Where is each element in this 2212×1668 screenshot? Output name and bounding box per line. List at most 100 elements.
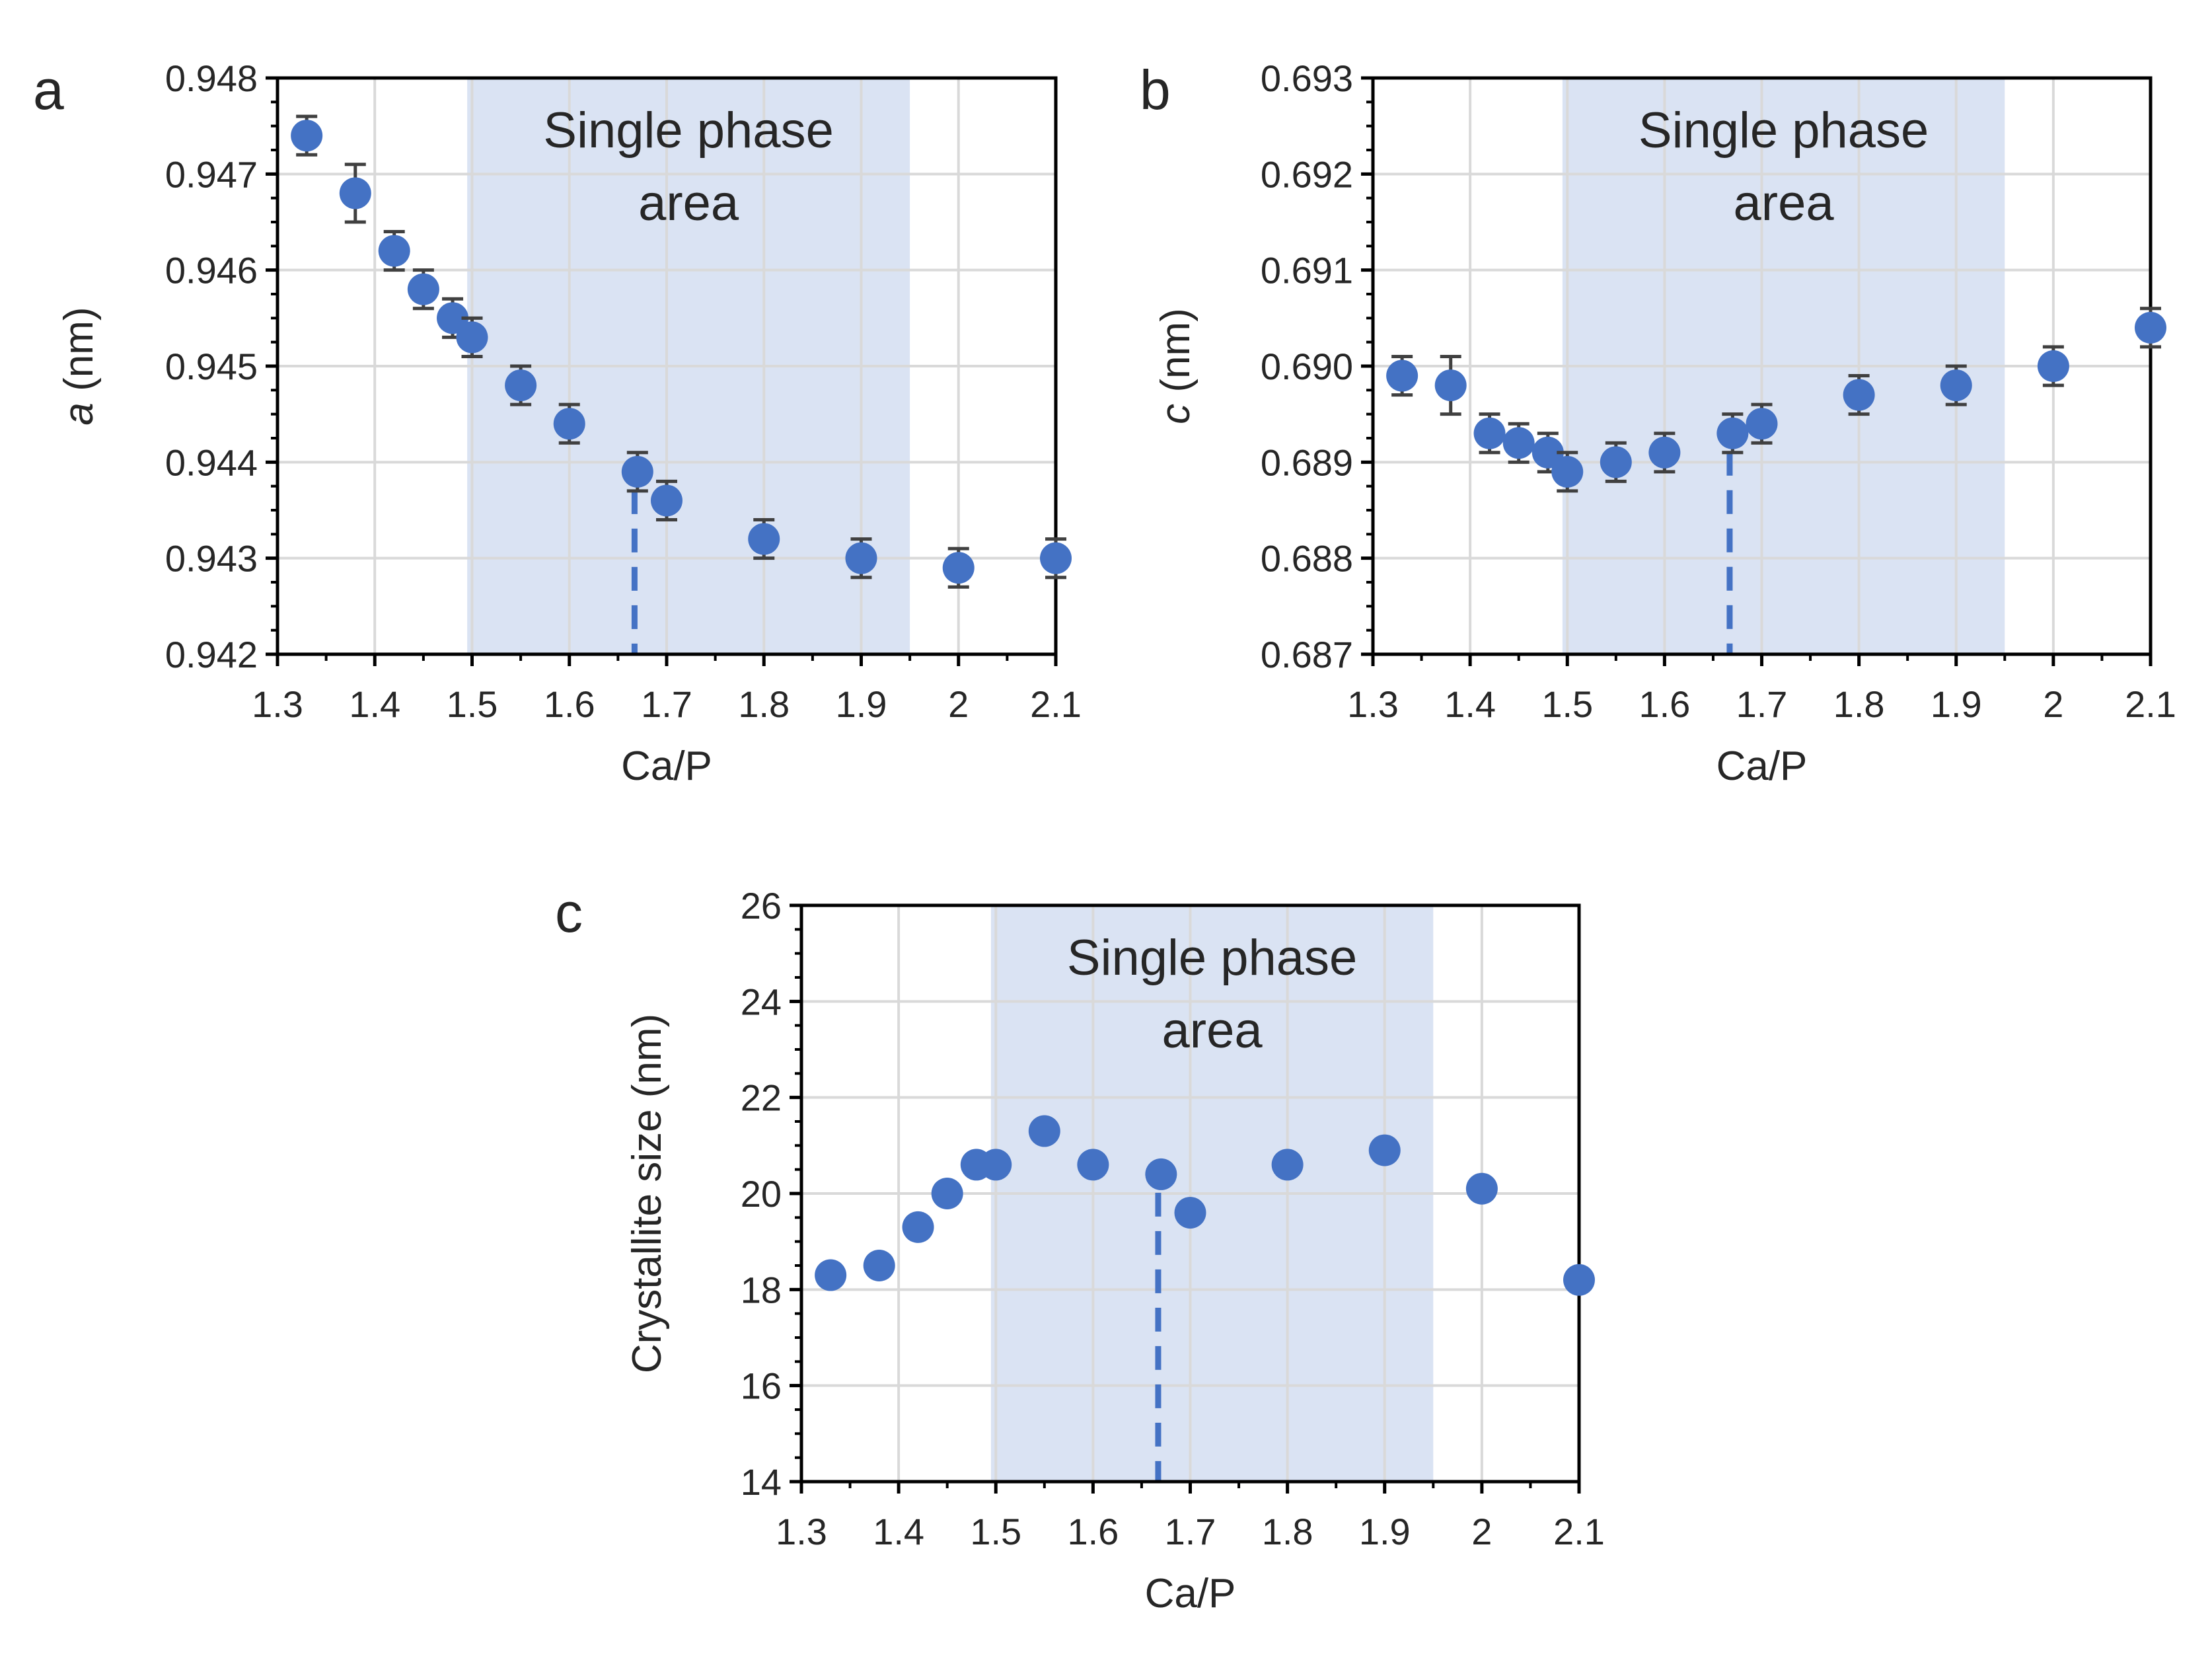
region-label-line2: area <box>638 175 739 231</box>
y-tick-label: 26 <box>741 885 782 927</box>
data-point <box>651 484 682 517</box>
data-point <box>339 177 371 209</box>
data-point <box>748 523 780 555</box>
data-point <box>980 1149 1012 1181</box>
panel-letter: c <box>555 882 583 944</box>
y-tick-label: 0.689 <box>1261 441 1353 483</box>
y-tick-label: 16 <box>741 1365 782 1407</box>
y-tick-label: 24 <box>741 981 782 1022</box>
x-tick-label: 1.4 <box>349 683 400 725</box>
y-tick-label: 0.693 <box>1261 57 1353 99</box>
y-axis-title: c (nm) <box>1153 308 1198 424</box>
data-point <box>456 321 488 354</box>
x-axis-title: Ca/P <box>1145 1571 1236 1616</box>
y-tick-label: 22 <box>741 1077 782 1119</box>
data-point <box>863 1250 895 1281</box>
x-tick-label: 1.8 <box>1262 1511 1313 1552</box>
data-point <box>1600 446 1632 478</box>
y-tick-label: 0.690 <box>1261 346 1353 387</box>
panel-c: Single phase area 14 16 18 20 22 24 26 1.3 1.4 1.5 1… <box>555 882 1605 1616</box>
data-point <box>2135 311 2166 344</box>
region-label-line1: Single phase <box>543 102 833 159</box>
y-tick-label: 0.692 <box>1261 153 1353 195</box>
data-point <box>815 1259 847 1291</box>
y-tick-label: 0.688 <box>1261 538 1353 580</box>
x-tick-label: 1.7 <box>1165 1511 1216 1552</box>
x-tick-label: 2.1 <box>2125 683 2176 725</box>
data-point <box>845 542 877 574</box>
x-tick-label: 1.8 <box>1833 683 1885 725</box>
y-tick-label: 18 <box>741 1269 782 1310</box>
y-tick-label: 0.947 <box>165 153 258 195</box>
x-tick-label: 1.9 <box>1931 683 1982 725</box>
data-point <box>291 120 323 152</box>
x-tick-label: 1.3 <box>1347 683 1399 725</box>
x-axis-title: Ca/P <box>1716 743 1808 789</box>
panel-a: Single phase area 0.942 0.943 0.944 0.945 0.94… <box>33 57 1082 789</box>
y-axis-title-text: (nm) <box>56 307 102 402</box>
data-point <box>2037 350 2069 382</box>
data-point <box>1843 379 1875 411</box>
data-point <box>505 369 537 402</box>
y-axis-title: a (nm) <box>56 307 102 425</box>
data-point <box>1746 408 1778 440</box>
data-point <box>942 552 975 584</box>
x-axis-title: Ca/P <box>621 743 712 789</box>
y-tick-label: 0.942 <box>165 634 258 675</box>
x-tick-label: 1.9 <box>836 683 887 725</box>
x-tick-label: 2 <box>948 683 969 725</box>
x-tick-label: 1.7 <box>1736 683 1788 725</box>
x-tick-label: 1.3 <box>776 1511 827 1552</box>
data-point <box>1386 360 1419 392</box>
data-point <box>1465 1172 1498 1205</box>
data-point <box>902 1211 934 1243</box>
data-point <box>1145 1158 1177 1190</box>
data-point <box>378 235 410 267</box>
data-point <box>1174 1197 1206 1229</box>
data-point <box>1473 417 1506 449</box>
x-tick-label: 1.5 <box>970 1511 1021 1552</box>
y-tick-label: 0.948 <box>165 57 258 99</box>
y-tick-label: 0.691 <box>1261 250 1353 291</box>
data-point <box>407 273 439 305</box>
data-point <box>1434 369 1467 402</box>
x-tick-label: 2 <box>1471 1511 1492 1552</box>
data-point <box>1648 436 1681 469</box>
region-label-line2: area <box>1734 175 1835 231</box>
data-point <box>1077 1149 1109 1181</box>
data-point <box>1271 1149 1304 1181</box>
x-tick-label: 1.7 <box>641 683 692 725</box>
x-tick-label: 1.5 <box>447 683 498 725</box>
data-point <box>931 1178 963 1209</box>
data-point <box>1502 427 1535 459</box>
x-tick-label: 2 <box>2043 683 2063 725</box>
data-point <box>1040 542 1072 574</box>
x-tick-label: 1.6 <box>1067 1511 1119 1552</box>
y-tick-label: 0.944 <box>165 441 258 483</box>
y-tick-label: 0.945 <box>165 346 258 387</box>
y-axis-title-symbol: c <box>1153 404 1198 424</box>
data-point <box>1940 369 1972 402</box>
y-tick-label: 14 <box>741 1461 782 1503</box>
panel-letter: a <box>33 59 64 121</box>
region-label-line2: area <box>1162 1003 1263 1059</box>
region-label-line1: Single phase <box>1067 930 1357 986</box>
x-tick-label: 1.5 <box>1541 683 1593 725</box>
data-point <box>621 455 653 488</box>
y-tick-label: 0.946 <box>165 250 258 291</box>
x-tick-label: 1.4 <box>873 1511 924 1552</box>
x-tick-label: 1.9 <box>1359 1511 1411 1552</box>
panel-b: Single phase area 0.687 0.688 0.689 0.690 0.69… <box>1140 57 2176 789</box>
y-axis-title: Crystallite size (nm) <box>624 1014 670 1373</box>
x-tick-label: 2.1 <box>1553 1511 1605 1552</box>
x-tick-label: 1.6 <box>544 683 595 725</box>
y-tick-label: 20 <box>741 1173 782 1215</box>
data-point <box>1551 455 1584 488</box>
x-tick-label: 1.6 <box>1639 683 1690 725</box>
data-point <box>1028 1115 1060 1147</box>
x-tick-label: 1.4 <box>1444 683 1496 725</box>
y-tick-label: 0.687 <box>1261 634 1353 675</box>
panel-letter: b <box>1140 59 1171 121</box>
data-point <box>1368 1134 1401 1166</box>
